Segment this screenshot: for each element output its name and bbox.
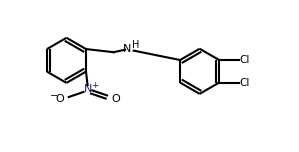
Text: N: N <box>83 84 92 94</box>
Text: Cl: Cl <box>239 78 250 88</box>
Text: N: N <box>123 44 131 54</box>
Text: +: + <box>91 81 98 90</box>
Text: Cl: Cl <box>239 55 250 65</box>
Text: O: O <box>55 94 64 104</box>
Text: −: − <box>50 91 58 101</box>
Text: O: O <box>112 94 120 104</box>
Text: H: H <box>132 40 139 50</box>
